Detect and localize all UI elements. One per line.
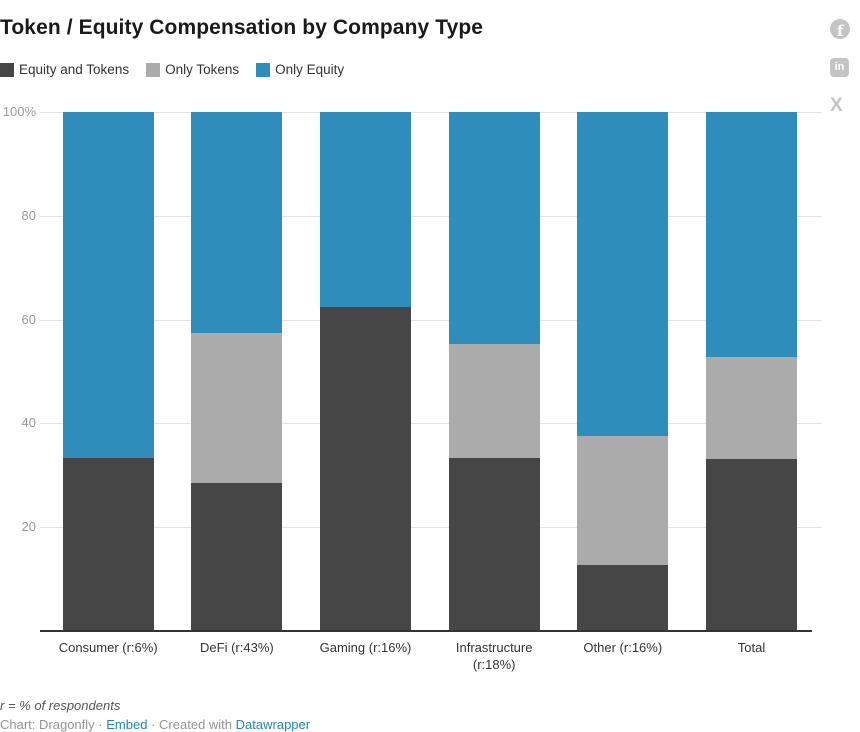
bar-segment[interactable]: [320, 112, 411, 308]
bar-segment[interactable]: [191, 482, 283, 631]
footnote: r = % of respondents: [0, 698, 121, 713]
bar-segment[interactable]: [62, 112, 154, 459]
x-twitter-icon: X: [830, 95, 843, 116]
facebook-icon: f: [830, 19, 850, 39]
legend-label: Only Tokens: [165, 62, 240, 77]
bar-segment[interactable]: [706, 112, 797, 358]
x-axis-label: Infrastructure (r:18%): [455, 640, 533, 672]
legend-label: Only Equity: [275, 62, 345, 77]
y-grid-line: [40, 215, 822, 217]
bar-segment[interactable]: [320, 307, 411, 631]
bar-segment[interactable]: [448, 343, 540, 459]
y-grid-line: [40, 112, 822, 113]
legend-swatch-only-tokens: [146, 62, 161, 77]
legend-item-only-tokens: Only Tokens: [146, 62, 239, 77]
credit-separator: ·: [98, 717, 103, 732]
bar-other-r-16: [577, 112, 669, 631]
legend: Equity and Tokens Only Tokens Only Equit…: [0, 62, 361, 77]
legend-swatch-equity-and-tokens: [0, 62, 14, 77]
credit-separator: ·: [151, 717, 156, 732]
y-grid-line: [40, 527, 822, 529]
y-tick-label: 20: [21, 519, 36, 535]
embed-link[interactable]: Embed: [106, 717, 148, 732]
bar-infrastructure-r-18: [448, 112, 540, 631]
y-grid-line: [40, 423, 822, 425]
x-axis-label: Gaming (r:16%): [319, 640, 412, 655]
bar-gaming-r-16: [320, 112, 411, 631]
bar-consumer-r-6: [62, 112, 154, 631]
x-axis-label: Other (r:16%): [583, 640, 663, 655]
legend-label: Equity and Tokens: [19, 62, 130, 77]
bar-segment[interactable]: [706, 459, 797, 631]
y-tick-label: 80: [21, 207, 36, 223]
bar-segment[interactable]: [448, 458, 540, 631]
bar-total: [706, 112, 797, 631]
x-axis-label: DeFi (r:43%): [200, 640, 274, 655]
credit-source: Chart: Dragonfly: [0, 717, 95, 732]
bar-segment[interactable]: [577, 112, 669, 437]
chart-title: Token / Equity Compensation by Company T…: [0, 16, 484, 39]
bar-segment[interactable]: [191, 112, 283, 333]
credit-line: Chart: Dragonfly · Embed · Created with …: [0, 717, 310, 732]
bar-segment[interactable]: [577, 565, 669, 631]
bar-segment[interactable]: [62, 458, 154, 631]
bar-segment[interactable]: [577, 436, 669, 566]
credit-created-with: Created with: [159, 717, 233, 732]
legend-item-equity-and-tokens: Equity and Tokens: [0, 62, 129, 77]
legend-item-only-equity: Only Equity: [256, 62, 344, 77]
bar-defi-r-43: [191, 112, 283, 631]
y-grid-line: [40, 319, 822, 321]
facebook-share-button[interactable]: f: [830, 19, 850, 39]
bar-segment[interactable]: [191, 332, 283, 483]
legend-swatch-only-equity: [256, 62, 271, 77]
datawrapper-link[interactable]: Datawrapper: [235, 717, 311, 732]
linkedin-icon: in: [830, 58, 849, 77]
bar-segment[interactable]: [706, 357, 797, 460]
y-tick-label: 100%: [2, 104, 36, 119]
y-tick-label: 40: [21, 415, 36, 431]
x-axis-label: Consumer (r:6%): [58, 640, 158, 655]
linkedin-share-button[interactable]: in: [830, 58, 849, 77]
x-axis-label: Total: [737, 640, 766, 655]
x-axis-baseline: [40, 630, 812, 632]
y-tick-label: 60: [21, 311, 36, 327]
bar-segment[interactable]: [448, 112, 540, 344]
x-share-button[interactable]: X: [830, 96, 843, 115]
